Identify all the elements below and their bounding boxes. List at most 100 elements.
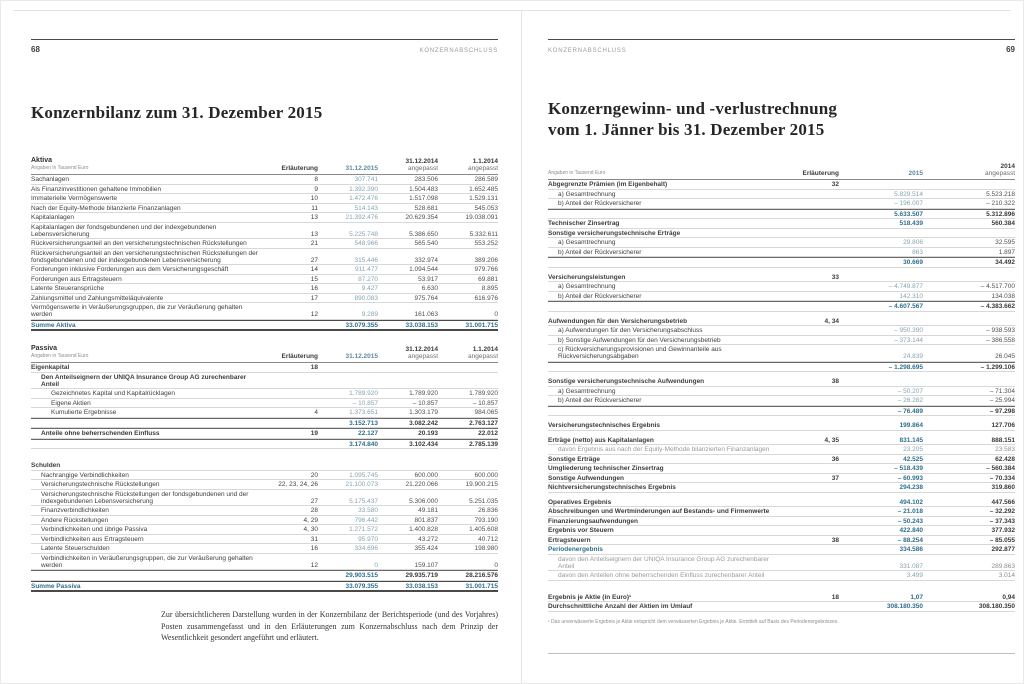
row-value: 24.839 [903, 353, 923, 360]
row-value: 292.877 [991, 546, 1016, 553]
table-row: – 4.607.567 – 4.383.662 [548, 301, 1015, 312]
row-value: 332.974 [414, 256, 439, 264]
row-note: 21 [310, 240, 318, 247]
row-value: 21.392.476 [345, 214, 378, 221]
row-value: – 26.282 [897, 397, 923, 404]
row-label: Zahlungsmittel und Zahlungsmitteläquival… [31, 294, 164, 302]
row-label: c) Rückversicherungsprovisionen und Gewi… [558, 346, 722, 360]
row-label: Verbindlichkeiten und übrige Passiva [41, 526, 148, 533]
table-row: 5.633.507 5.312.896 [548, 208, 1015, 219]
table-row: Andere Rückstellungen 4, 29 796.442 801.837… [31, 516, 498, 525]
row-note: 14 [310, 266, 318, 273]
table-row: davon Ergebnis aus nach der Equity-Metho… [548, 445, 1015, 455]
row-note: 4 [314, 409, 318, 416]
table-row: b) Anteil der Rückversicherer – 196.007 – … [548, 199, 1015, 209]
row-label: Gezeichnetes Kapital und Kapitalrücklage… [51, 390, 175, 397]
row-label: Kapitalanlagen der fondsgebundenen und d… [31, 223, 217, 238]
row-note: 22, 23, 24, 26 [278, 481, 318, 488]
column-header-2014b: 1.1.2014 angepasst [468, 346, 498, 360]
table-row: a) Gesamtrechnung 5.829.514 5.523.218 [548, 190, 1015, 199]
row-note: 27 [310, 497, 318, 505]
row-label: Nach der Equity-Methode bilanzierte Fina… [31, 204, 181, 212]
table-row: a) Gesamtrechnung – 50.207 – 71.304 [548, 387, 1015, 396]
row-note: 12 [310, 561, 318, 569]
row-value: 23.205 [903, 446, 923, 453]
table-row: Sachanlagen 8 307.741 283.506 286.589 [31, 175, 498, 185]
scan-edge-line [13, 10, 1011, 11]
row-value: 1.392.390 [349, 185, 378, 193]
row-label: Rückversicherungsanteil an den versicher… [31, 249, 258, 264]
table-row: Ergebnis vor Steuern 422.840 377.932 [548, 526, 1015, 536]
row-value: 1.789.920 [349, 390, 378, 397]
table-row: Kapitalanlagen der fondsgebundenen und d… [31, 223, 498, 239]
passiva-table: Passiva Angaben in Tausend Euro Erläuter… [31, 344, 498, 592]
row-value: 42.525 [903, 455, 923, 463]
row-label: davon Ergebnis aus nach der Equity-Metho… [558, 446, 770, 453]
page-header: 68 KONZERNABSCHLUSS [31, 1, 498, 54]
row-value: 95.970 [358, 535, 378, 543]
row-label: Den Anteilseignern der UNIQA Insurance G… [41, 373, 247, 388]
table-row: Finanzverbindlichkeiten 28 33.580 49.181 26.… [31, 506, 498, 516]
row-value: 5.386.650 [409, 230, 438, 238]
row-note: 15 [310, 275, 318, 283]
row-label: Nachrangige Verbindlichkeiten [41, 471, 129, 479]
row-label: Als Finanzinvestitionen gehaltene Immobi… [31, 185, 162, 193]
row-value: 548.966 [354, 240, 379, 247]
row-note: 4, 35 [824, 436, 839, 444]
page-title-line2: vom 1. Jänner bis 31. Dezember 2015 [548, 120, 825, 139]
row-value: 0 [374, 561, 378, 569]
table-row: Rückversicherungsanteil an den versicher… [31, 249, 498, 265]
row-value: – 196.007 [894, 200, 923, 207]
table-row: Kapitalanlagen 13 21.392.476 20.629.354 19.0… [31, 213, 498, 223]
table-row: Summe Aktiva 33.079.355 33.038.153 31.001.7… [31, 319, 498, 331]
row-value: 19.900.215 [465, 481, 498, 488]
table-row: 3.174.840 3.102.434 2.785.139 [31, 438, 498, 449]
table-row: c) Rückversicherungsprovisionen und Gewi… [548, 345, 1015, 362]
row-value: – 60.993 [897, 474, 923, 482]
table-row: – 76.489 – 97.298 [548, 405, 1015, 416]
row-note: 4, 34 [824, 317, 839, 325]
row-value: 29.935.719 [405, 572, 438, 579]
row-value: 1.472.476 [349, 195, 378, 202]
row-label: Kumulierte Ergebnisse [51, 409, 117, 416]
table-row: Versicherungstechnisches Ergebnis 199.864… [548, 421, 1015, 431]
row-value: – 560.384 [986, 465, 1015, 472]
row-label: Technischer Zinsertrag [548, 220, 620, 227]
row-value: 6.630 [421, 285, 438, 292]
row-value: 3.014 [998, 572, 1015, 579]
table-row: a) Gesamtrechnung 29.806 32.595 [548, 238, 1015, 248]
row-note: 27 [310, 256, 318, 264]
row-label: b) Anteil der Rückversicherer [558, 397, 642, 404]
row-value: 3.174.840 [349, 440, 378, 448]
page-title: Konzernbilanz zum 31. Dezember 2015 [31, 103, 323, 122]
row-label: a) Gesamtrechnung [558, 190, 616, 198]
row-value: 40.712 [478, 535, 498, 543]
header-rule [31, 39, 498, 40]
column-header-note: Erläuterung [802, 170, 839, 177]
table-row: Versicherungstechnische Rückstellungen 22… [31, 480, 498, 490]
row-note: 38 [831, 378, 839, 385]
table-row: 30.669 34.492 [548, 257, 1015, 268]
row-value: – 518.439 [894, 465, 923, 472]
table-row: b) Anteil der Rückversicherer 863 1.897 [548, 248, 1015, 257]
column-header-2015: 31.12.2015 [345, 353, 378, 360]
table-row: Verbindlichkeiten in Veräußerungsgruppen… [31, 554, 498, 570]
row-value: 31.001.715 [465, 321, 498, 329]
row-value: 8.895 [481, 285, 498, 292]
table-row: 29.903.515 29.935.719 28.216.576 [31, 570, 498, 581]
row-value: 553.252 [474, 240, 499, 247]
table-unit-note: Angaben in Tausend Euro [31, 353, 89, 359]
row-value: 199.864 [899, 422, 924, 429]
table-row: Zahlungsmittel und Zahlungsmitteläquival… [31, 294, 498, 303]
row-value: 377.932 [991, 527, 1016, 534]
row-value: 888.151 [991, 436, 1016, 444]
table-title-cell: Aktiva Angaben in Tausend Euro [31, 157, 264, 172]
row-value: 29.903.515 [345, 572, 378, 579]
row-value: 5.332.611 [469, 230, 498, 238]
column-header-2015: 2015 [908, 170, 923, 177]
table-row: a) Gesamtrechnung – 4.749.877 – 4.517.700 [548, 282, 1015, 292]
passiva-table-header: Passiva Angaben in Tausend Euro Erläuter… [31, 344, 498, 363]
row-value: 3.102.434 [409, 440, 438, 448]
table-row: Verbindlichkeiten und übrige Passiva 4, 3… [31, 525, 498, 535]
row-label: Sonstige Erträge [548, 455, 601, 463]
